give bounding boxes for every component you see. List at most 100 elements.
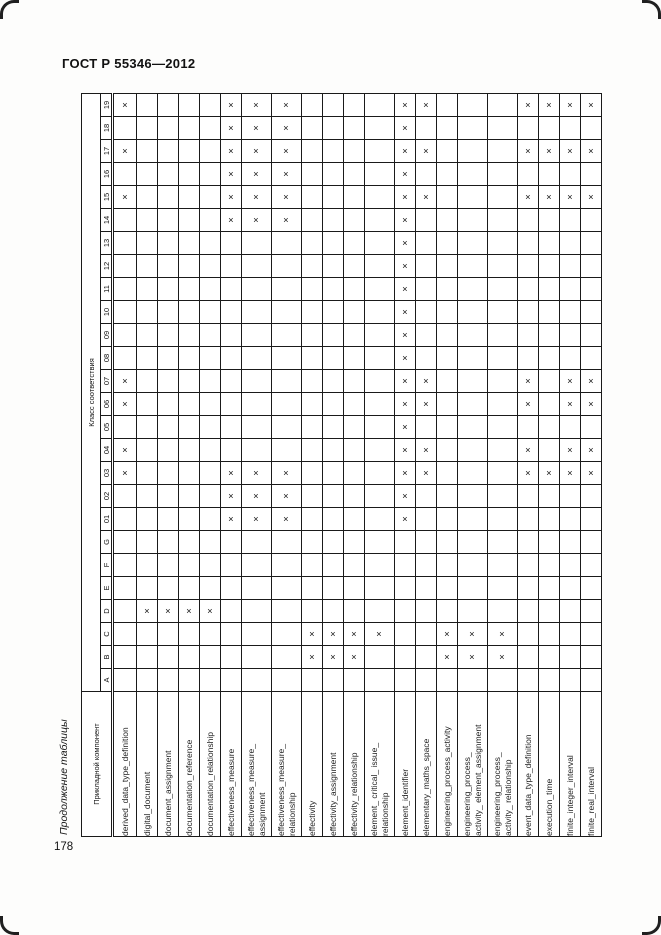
matrix-cell-16: [301, 162, 323, 186]
matrix-cell-19: ×: [394, 93, 416, 117]
matrix-cell-01: [436, 507, 458, 531]
matrix-cell-04: [457, 438, 488, 462]
component-label: document_assignment: [157, 691, 179, 837]
document-title: ГОСТ Р 55346—2012: [62, 56, 196, 71]
matrix-cell-B: [394, 645, 416, 669]
matrix-cell-09: ×: [394, 323, 416, 347]
matrix-cell-06: ×: [580, 392, 602, 416]
matrix-cell-D: [538, 599, 560, 623]
matrix-cell-A: [364, 668, 395, 692]
matrix-cell-E: [517, 576, 539, 600]
matrix-cell-F: [415, 553, 437, 577]
matrix-cell-G: [517, 530, 539, 554]
matrix-cell-19: [457, 93, 488, 117]
matrix-cell-01: ×: [220, 507, 242, 531]
matrix-cell-E: [241, 576, 272, 600]
matrix-cell-C: ×: [343, 622, 365, 646]
matrix-cell-19: ×: [415, 93, 437, 117]
matrix-cell-15: [301, 185, 323, 209]
matrix-cell-06: [436, 392, 458, 416]
matrix-cell-11: [157, 277, 179, 301]
matrix-cell-01: ×: [241, 507, 272, 531]
matrix-cell-19: [364, 93, 395, 117]
matrix-cell-04: [487, 438, 518, 462]
matrix-cell-01: [112, 507, 137, 531]
matrix-cell-03: [157, 461, 179, 485]
matrix-cell-02: [487, 484, 518, 508]
matrix-cell-10: [112, 300, 137, 324]
matrix-cell-12: [241, 254, 272, 278]
matrix-cell-19: ×: [559, 93, 581, 117]
matrix-cell-B: ×: [343, 645, 365, 669]
matrix-cell-04: [322, 438, 344, 462]
class-code-01: 01: [100, 507, 113, 531]
component-row: effectivity × ×: [301, 93, 323, 837]
matrix-cell-02: [112, 484, 137, 508]
component-label: effectivity_relationship: [343, 691, 365, 837]
matrix-cell-07: [136, 369, 158, 393]
matrix-cell-F: [343, 553, 365, 577]
matrix-cell-06: ×: [112, 392, 137, 416]
class-code-11: 11: [100, 277, 113, 301]
matrix-cell-12: [457, 254, 488, 278]
matrix-cell-F: [364, 553, 395, 577]
matrix-cell-A: [415, 668, 437, 692]
matrix-cell-14: ×: [271, 208, 302, 232]
page-corner: [642, 916, 661, 935]
component-label: element_identifier: [394, 691, 416, 837]
matrix-cell-09: [157, 323, 179, 347]
matrix-cell-12: ×: [394, 254, 416, 278]
class-code-G: G: [100, 530, 113, 554]
class-code-04: 04: [100, 438, 113, 462]
matrix-cell-04: [136, 438, 158, 462]
matrix-cell-03: [343, 461, 365, 485]
matrix-cell-15: ×: [517, 185, 539, 209]
matrix-cell-04: ×: [559, 438, 581, 462]
matrix-cell-16: [580, 162, 602, 186]
matrix-cell-19: [322, 93, 344, 117]
matrix-cell-17: [199, 139, 221, 163]
matrix-cell-13: [517, 231, 539, 255]
matrix-cell-B: [559, 645, 581, 669]
matrix-cell-15: ×: [580, 185, 602, 209]
matrix-cell-15: ×: [241, 185, 272, 209]
matrix-cell-F: [559, 553, 581, 577]
matrix-cell-G: [178, 530, 200, 554]
matrix-cell-G: [157, 530, 179, 554]
matrix-cell-02: [343, 484, 365, 508]
matrix-cell-B: [538, 645, 560, 669]
matrix-cell-18: [487, 116, 518, 140]
matrix-cell-10: [415, 300, 437, 324]
matrix-cell-10: [136, 300, 158, 324]
matrix-cell-18: [199, 116, 221, 140]
matrix-cell-02: ×: [271, 484, 302, 508]
conformance-matrix-table: Прикладной компонент Класс соответствия …: [81, 92, 602, 837]
matrix-cell-14: [343, 208, 365, 232]
matrix-cell-17: ×: [241, 139, 272, 163]
matrix-cell-13: [415, 231, 437, 255]
matrix-cell-10: [559, 300, 581, 324]
matrix-cell-18: [436, 116, 458, 140]
matrix-cell-10: [157, 300, 179, 324]
component-row: engineering_process_ activity_ element_as…: [457, 93, 488, 837]
matrix-cell-C: [178, 622, 200, 646]
matrix-cell-06: [343, 392, 365, 416]
matrix-cell-11: [487, 277, 518, 301]
matrix-cell-06: [301, 392, 323, 416]
matrix-cell-04: [343, 438, 365, 462]
table-continuation-caption: Продолжение таблицы: [58, 719, 70, 835]
matrix-cell-12: [301, 254, 323, 278]
component-label: event_data_type_definition: [517, 691, 539, 837]
matrix-cell-11: [112, 277, 137, 301]
matrix-cell-07: [199, 369, 221, 393]
matrix-cell-02: [322, 484, 344, 508]
matrix-cell-16: [178, 162, 200, 186]
matrix-cell-C: [415, 622, 437, 646]
component-row: finite_integer_interval × × × × × × ×: [559, 93, 581, 837]
component-row: execution_time × × × ×: [538, 93, 560, 837]
matrix-cell-14: [580, 208, 602, 232]
matrix-cell-11: [241, 277, 272, 301]
matrix-cell-12: [271, 254, 302, 278]
matrix-cell-01: [415, 507, 437, 531]
matrix-cell-10: [343, 300, 365, 324]
